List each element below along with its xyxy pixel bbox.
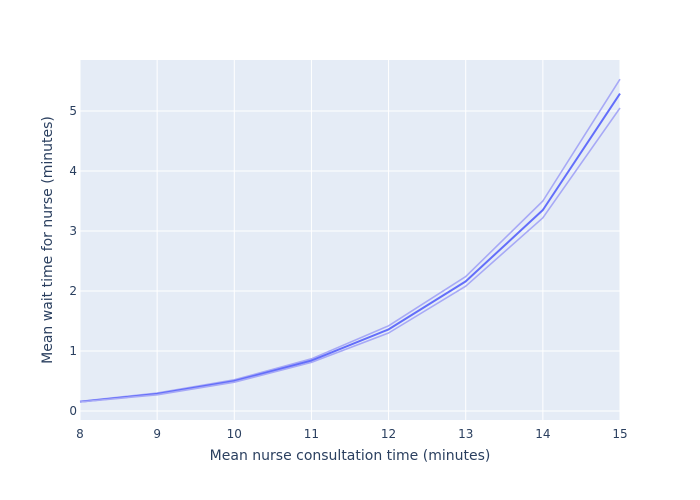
x-tick-label: 8 — [76, 427, 84, 441]
y-tick-label: 5 — [69, 104, 77, 118]
x-tick-label: 14 — [535, 427, 550, 441]
y-tick-label: 4 — [69, 164, 77, 178]
x-axis-ticks: 8 9 10 11 12 13 14 15 — [76, 427, 627, 441]
x-tick-label: 9 — [153, 427, 161, 441]
x-tick-label: 10 — [227, 427, 242, 441]
x-tick-label: 13 — [458, 427, 473, 441]
y-tick-label: 3 — [69, 224, 77, 238]
series-lines — [79, 78, 621, 403]
y-tick-label: 2 — [69, 284, 77, 298]
x-tick-label: 12 — [381, 427, 396, 441]
x-axis-title: Mean nurse consultation time (minutes) — [210, 448, 491, 464]
y-tick-label: 0 — [69, 404, 77, 418]
x-tick-label: 15 — [612, 427, 627, 441]
y-axis-title: Mean wait time for nurse (minutes) — [40, 116, 56, 364]
y-axis-ticks: 0 1 2 3 4 5 — [69, 104, 77, 418]
grid-lines — [79, 60, 621, 420]
series-line-lower — [79, 107, 621, 403]
plot-area — [80, 60, 620, 420]
series-line-mean — [79, 93, 621, 403]
y-tick-label: 1 — [69, 344, 77, 358]
x-tick-label: 11 — [304, 427, 319, 441]
